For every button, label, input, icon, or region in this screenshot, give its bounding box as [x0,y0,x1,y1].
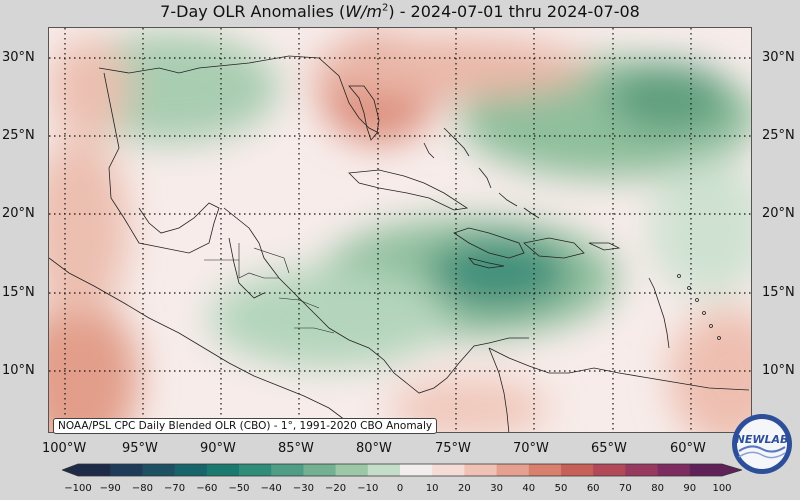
lat-label-right: 30°N [762,50,795,65]
lat-label-right: 25°N [762,128,795,143]
lon-label: 85°W [278,441,314,456]
colorbar-tick-label: 30 [490,483,503,494]
lat-label-right: 10°N [762,363,795,378]
lon-label: 70°W [513,441,549,456]
colorbar-tick-label: 60 [586,483,600,494]
colorbar-tick-label: −90 [99,483,121,494]
colorbar-tick-label: 90 [683,483,697,494]
anomaly-shading [49,33,751,432]
colorbar-segment [335,464,369,476]
colorbar-segment [689,464,723,476]
country-borders [204,243,335,334]
colorbar-outline [62,463,742,477]
colorbar-min-extend [62,464,78,476]
colorbar-segment [78,464,111,476]
colorbar-segment [110,464,143,476]
colorbar-segment [174,464,208,476]
lon-label: 60°W [670,441,706,456]
newlab-logo: NEWLAB [732,414,792,474]
lat-label-left: 25°N [2,128,35,143]
colorbar-segment [239,464,272,476]
colorbar-tick-label: 0 [396,483,404,494]
colorbar-segment [496,464,530,476]
attribution-box: NOAA/PSL CPC Daily Blended OLR (CBO) - 1… [53,418,438,434]
colorbar-tick-label: −30 [292,483,314,494]
colorbar-tick-label: −40 [260,483,282,494]
lat-label-left: 10°N [2,363,35,378]
lat-label-right: 15°N [762,285,795,300]
lon-label: 65°W [591,441,627,456]
colorbar-tick-label: −100 [64,483,92,494]
lon-label: 90°W [200,441,236,456]
lat-label-right: 20°N [762,206,795,221]
svg-text:NEWLAB: NEWLAB [736,433,789,446]
colorbar-tick-label: 20 [458,483,471,494]
lat-label-left: 30°N [2,50,35,65]
colorbar-segment [561,464,594,476]
colorbar-tick-label: −60 [196,483,218,494]
colorbar-max-extend [722,464,742,476]
colorbar-segment [593,464,626,476]
colorbar-tick-label: −10 [357,483,379,494]
colorbar-segment [400,464,433,476]
colorbar-segment [657,464,691,476]
lon-label: 95°W [122,441,158,456]
colorbar-tick-label: −70 [164,483,186,494]
colorbar-segment [367,464,401,476]
colorbar-tick-label: −20 [325,483,347,494]
colorbar-tick-label: 100 [712,483,732,494]
colorbar-tick-label: 80 [651,483,664,494]
lon-label: 80°W [356,441,392,456]
colorbar-tick-label: −80 [131,483,153,494]
colorbar-segment [142,464,176,476]
colorbar-segment [432,464,465,476]
colorbar-tick-label: 40 [522,483,536,494]
coastlines [49,55,750,432]
colorbar [62,463,742,477]
colorbar-tick-label: 50 [554,483,568,494]
colorbar-segment [625,464,659,476]
colorbar-tick-label: 10 [425,483,439,494]
colorbar-segment [206,464,240,476]
colorbar-segment [303,464,337,476]
colorbar-segment [464,464,498,476]
lon-label: 75°W [435,441,471,456]
lat-label-left: 15°N [2,285,35,300]
olr-anomaly-map [48,27,752,433]
map-title: 7-Day OLR Anomalies (W/m2) - 2024-07-01 … [160,2,640,21]
colorbar-tick-label: 70 [619,483,632,494]
colorbar-tick-label: −50 [228,483,250,494]
lon-label: 100°W [42,441,87,456]
colorbar-segment [271,464,304,476]
colorbar-segment [528,464,562,476]
islands [423,127,721,340]
lat-label-left: 20°N [2,206,35,221]
